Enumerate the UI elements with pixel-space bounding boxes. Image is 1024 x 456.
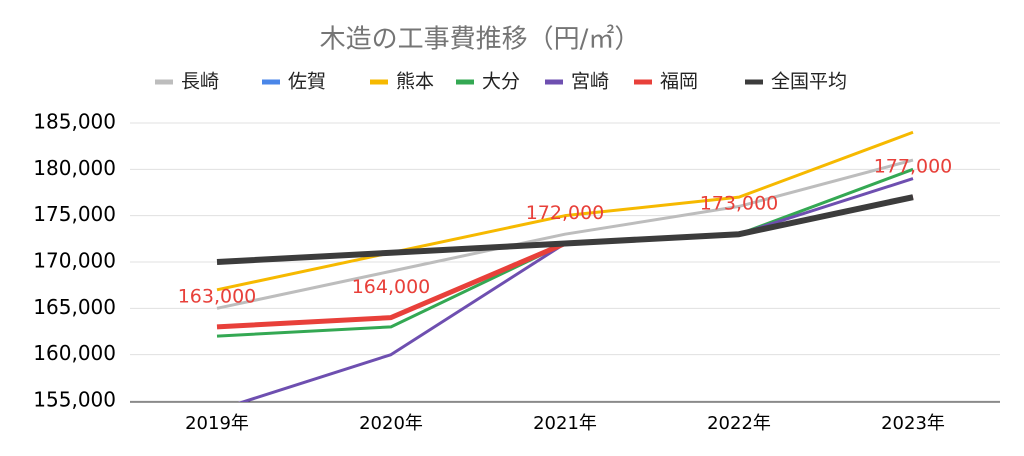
y-tick-label: 165,000 [33,295,116,319]
data-label: 163,000 [178,285,257,307]
legend-label: 大分 [482,71,520,93]
legend-label: 全国平均 [771,71,847,93]
series-line [216,194,914,265]
series-line [216,130,914,292]
data-label: 173,000 [700,193,779,215]
chart-title: 木造の工事費推移（円/㎡） [320,25,641,55]
y-tick-label: 170,000 [33,249,116,273]
x-tick-label: 2021年 [533,413,597,434]
x-tick-label: 2019年 [185,413,249,434]
legend-label: 熊本 [396,71,434,93]
x-tick-label: 2022年 [707,413,771,434]
legend-label: 長崎 [181,71,219,93]
y-tick-label: 180,000 [33,156,116,180]
data-label: 177,000 [874,156,953,178]
legend-label: 宮崎 [571,71,609,93]
legend-label: 佐賀 [288,71,326,93]
y-tick-label: 160,000 [33,341,116,365]
y-tick-label: 175,000 [33,202,116,226]
data-label: 172,000 [526,202,605,224]
grid [130,122,1000,403]
y-tick-label: 185,000 [33,110,116,134]
foreground: 155,000 160,000 165,000 170,000 175,000 180,0… [33,71,952,435]
x-tick-label: 2020年 [359,413,423,434]
legend-label: 福岡 [660,71,698,93]
data-label: 164,000 [352,276,431,298]
series-line [216,158,914,310]
x-tick-label: 2023年 [881,413,945,434]
y-tick-label: 155,000 [33,388,116,412]
plot-lines [216,130,914,402]
